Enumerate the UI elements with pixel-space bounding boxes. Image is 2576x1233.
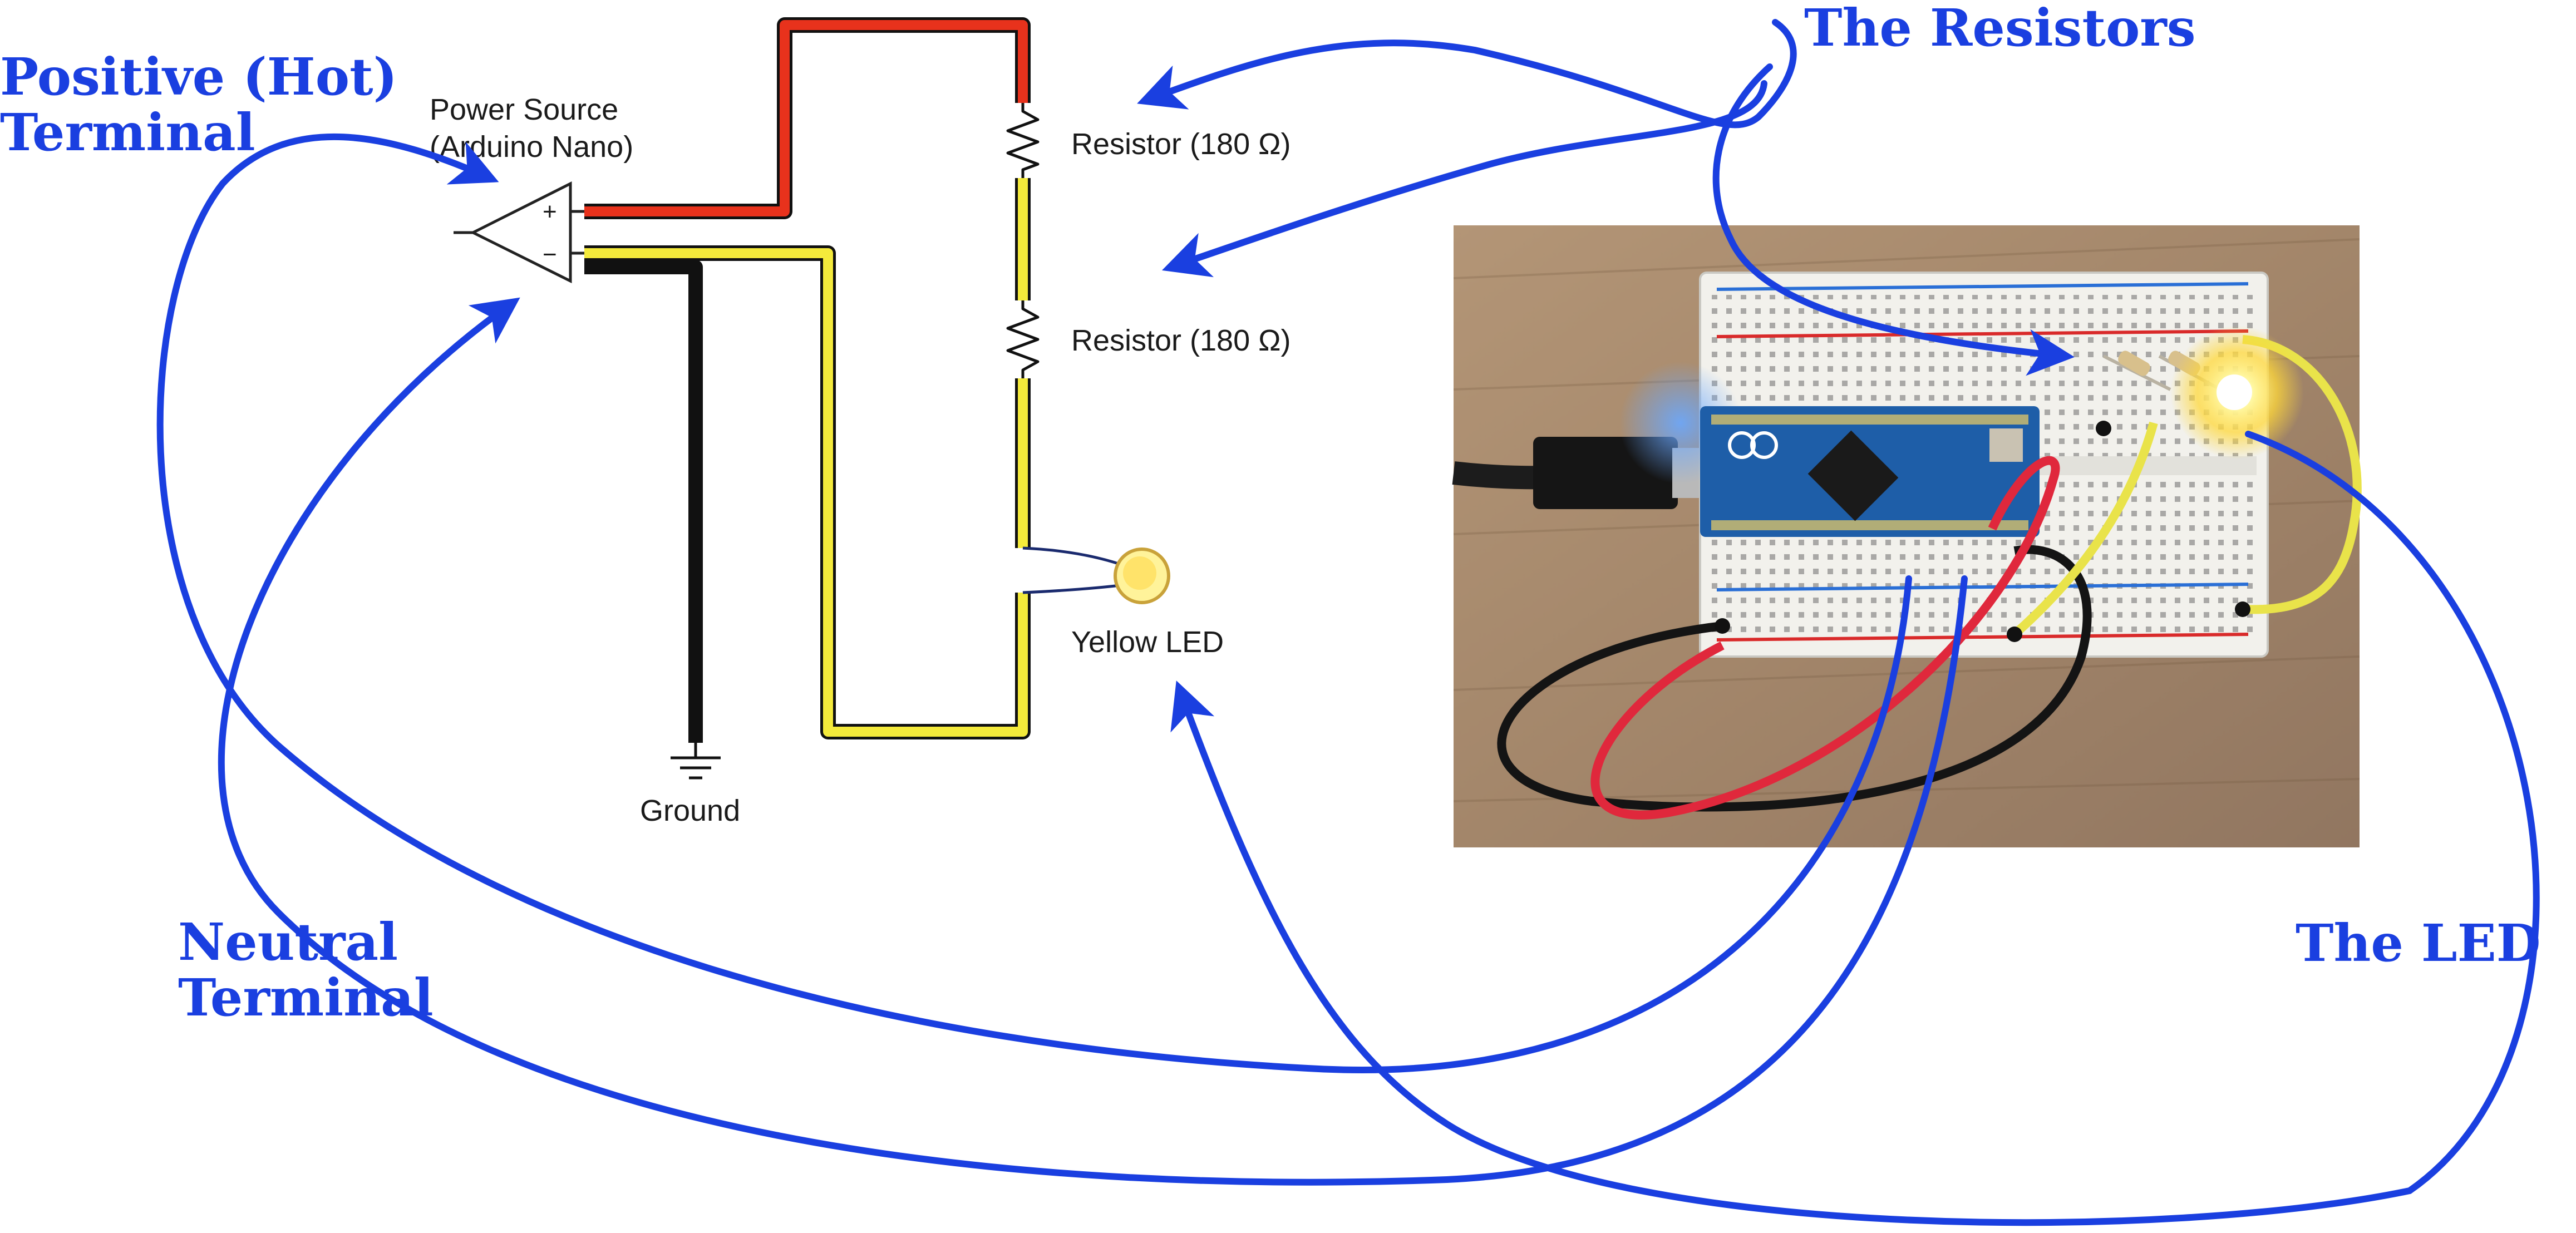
resistors-callout: The Resistors xyxy=(1804,0,2196,58)
ground-label: Ground xyxy=(640,794,740,827)
minus-sign: − xyxy=(543,241,557,268)
resistor-bottom-symbol xyxy=(1006,300,1040,378)
led-label: Yellow LED xyxy=(1071,625,1224,659)
neutral-terminal-callout-line1: Neutral xyxy=(178,912,398,972)
resistor-bottom-label: Resistor (180 Ω) xyxy=(1071,324,1291,357)
plus-sign: + xyxy=(543,198,557,225)
breadboard-photo xyxy=(1452,225,2362,847)
neutral-terminal-arrow xyxy=(218,297,1968,1186)
positive-terminal-callout-line1: Positive (Hot) xyxy=(0,47,397,107)
led-callout: The LED xyxy=(2296,913,2541,973)
resistor-photo-arrow xyxy=(1712,63,2075,376)
led-symbol xyxy=(1022,546,1170,604)
positive-terminal-callout-line2: Terminal xyxy=(0,102,255,162)
circuit-schematic: + − Power Source (Arduino Nano) Resistor… xyxy=(430,17,1291,827)
power-source-sublabel: (Arduino Nano) xyxy=(430,130,633,164)
hot-wire xyxy=(584,17,1031,219)
led-wire xyxy=(584,178,1031,739)
positive-terminal-arrow xyxy=(156,133,1912,1074)
ground-symbol xyxy=(671,743,721,780)
resistor-top-label: Resistor (180 Ω) xyxy=(1071,127,1291,161)
callout-arrows xyxy=(156,19,2540,1226)
power-source-symbol: + − xyxy=(454,181,584,284)
power-source-label: Power Source xyxy=(430,93,618,126)
ground-wire xyxy=(584,260,703,743)
neutral-terminal-callout-line2: Terminal xyxy=(178,968,434,1028)
resistor-top-arrow xyxy=(1137,19,1797,129)
led-arrow xyxy=(1170,431,2540,1226)
resistor-bottom-arrow xyxy=(1161,80,1767,278)
resistor-top-symbol xyxy=(1006,103,1040,178)
